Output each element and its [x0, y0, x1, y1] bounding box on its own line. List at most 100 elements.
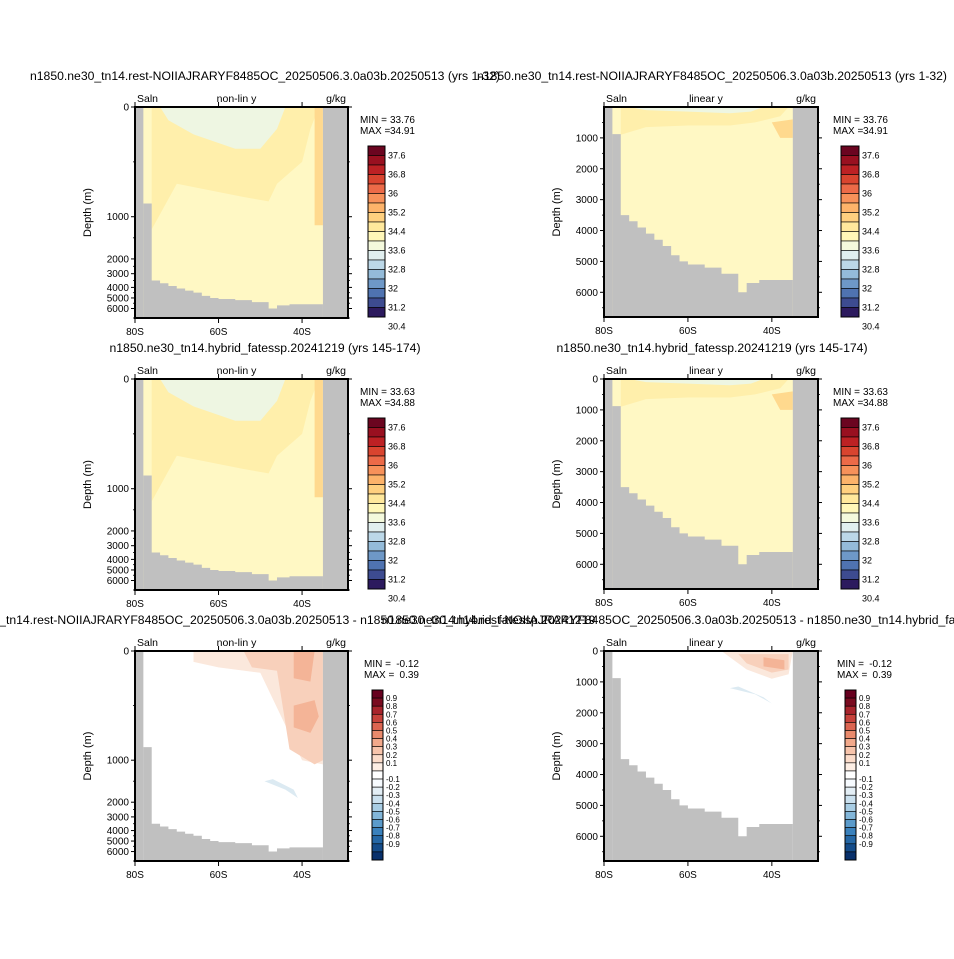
colorbar-label: 34.4: [862, 499, 880, 509]
colorbar-swatch: [367, 193, 386, 204]
colorbar-label: 0.9: [386, 694, 398, 703]
y-tick-label: 6000: [576, 560, 599, 571]
y-tick-label: 1000: [107, 212, 130, 223]
colorbar-label: -0.9: [386, 840, 400, 849]
x-tick-label: 60S: [679, 598, 697, 609]
colorbar-swatch: [367, 278, 386, 289]
min-label: MIN =: [360, 387, 387, 398]
axis-scale-label: non-lin y: [217, 365, 257, 377]
colorbar-swatch: [840, 221, 860, 232]
field-layer: [135, 651, 348, 861]
colorbar-swatch: [840, 550, 860, 561]
colorbar-swatch: [367, 202, 386, 213]
colorbar-swatch: [367, 503, 386, 514]
colorbar-swatch: [367, 164, 386, 175]
units-label: g/kg: [326, 365, 346, 377]
colorbar-swatch: [840, 446, 860, 457]
colorbar-swatch: [371, 819, 384, 828]
panel-frame: [603, 378, 819, 590]
colorbar-swatch: [371, 794, 384, 804]
colorbar-swatch: [844, 827, 857, 837]
axis-scale-label: linear y: [689, 93, 724, 105]
panel-title: n1850.ne30_tn14.rest-NOIIAJRARYF8485OC_2…: [30, 69, 500, 83]
colorbar-label: 0.7: [386, 710, 398, 719]
colorbar-swatch: [840, 174, 860, 185]
colorbar-swatch: [367, 512, 386, 523]
min-label: MIN =: [837, 659, 864, 670]
y-tick-label: 5000: [576, 801, 599, 812]
axis-scale-label: linear y: [689, 637, 724, 649]
colorbar-swatch: [371, 713, 384, 723]
y-tick-label: 5000: [107, 565, 130, 576]
land-bathymetry: [612, 678, 793, 861]
x-tick-label: 40S: [763, 598, 781, 609]
land-south: [135, 379, 144, 590]
colorbar-swatch: [367, 221, 386, 232]
colorbar: 37.6 36.8 36 35.2 34.4 33.6 32.8 32 31.2 30.4: [367, 417, 406, 604]
colorbar-swatch: [371, 754, 384, 764]
contour-33-8: [629, 379, 764, 386]
panel-title: n1850.ne30_tn14.rest-NOIIAJRARYF8485OC_2…: [477, 69, 947, 83]
colorbar-swatch: [840, 455, 860, 466]
min-value: 33.63: [390, 387, 415, 398]
colorbar-label: 36: [862, 189, 872, 199]
colorbar-swatch: [844, 762, 857, 772]
contour-35-0: [771, 391, 793, 410]
units-label: g/kg: [326, 637, 346, 649]
contour-33-8: [629, 107, 764, 114]
colorbar-swatch: [371, 705, 384, 715]
colorbar-swatch: [844, 803, 857, 812]
y-tick-label: 2000: [576, 708, 599, 719]
colorbar-swatch: [844, 851, 857, 861]
field-label: Saln: [606, 93, 627, 105]
x-tick-label: 60S: [679, 326, 697, 337]
colorbar-label: 36: [388, 189, 398, 199]
field-label: Saln: [606, 365, 627, 377]
land-layer: [604, 107, 818, 317]
colorbar-frame: [371, 689, 384, 861]
y-tick-label: 6000: [107, 304, 130, 315]
y-tick-label: 2000: [107, 254, 130, 265]
colorbar-swatch: [840, 436, 860, 447]
colorbar-label: -0.4: [859, 799, 873, 808]
colorbar-swatch: [840, 484, 860, 495]
colorbar-swatch: [844, 811, 857, 820]
colorbar-label: 34.4: [862, 227, 880, 237]
colorbar-label: 36.8: [862, 170, 880, 180]
colorbar-label: 36.8: [862, 442, 880, 452]
y-tick-label: 0: [123, 103, 129, 114]
colorbar-swatch: [844, 697, 857, 707]
y-tick-label: 3000: [107, 269, 130, 280]
colorbar-swatch: [367, 569, 386, 580]
colorbar-swatch: [367, 493, 386, 504]
colorbar-swatch: [840, 202, 860, 213]
colorbar-label: -0.8: [386, 832, 400, 841]
colorbar-swatch: [844, 770, 857, 780]
colorbar-swatch: [371, 811, 384, 820]
panel-3: n1850.ne30_tn14.hybrid_fatessp.20241219 …: [82, 341, 421, 610]
colorbar-swatch: [371, 770, 384, 780]
y-tick-label: 1000: [576, 405, 599, 416]
colorbar-swatch: [844, 835, 857, 845]
colorbar-swatch: [367, 550, 386, 561]
colorbar-swatch: [371, 697, 384, 707]
colorbar: 0.90.80.70.60.50.40.30.20.1-0.1-0.2-0.3-…: [844, 689, 873, 861]
colorbar-swatch: [840, 579, 860, 590]
y-tick-label: 0: [123, 647, 129, 658]
contour-35-0: [771, 119, 793, 138]
contour-34-6: [620, 379, 789, 407]
colorbar-swatch: [367, 297, 386, 308]
colorbar-swatch: [371, 851, 384, 861]
colorbar-label: 0.4: [386, 735, 398, 744]
panel-frame: [134, 650, 349, 862]
colorbar-swatch: [840, 417, 860, 428]
colorbar-label: 0.4: [859, 735, 871, 744]
colorbar-swatch: [367, 250, 386, 261]
x-tick-label: 40S: [763, 326, 781, 337]
x-tick-label: 60S: [210, 327, 228, 338]
diff-contour-0-3b: [293, 700, 319, 733]
colorbar-swatch: [844, 689, 857, 699]
colorbar-swatch: [840, 531, 860, 542]
colorbar-swatch: [844, 746, 857, 756]
